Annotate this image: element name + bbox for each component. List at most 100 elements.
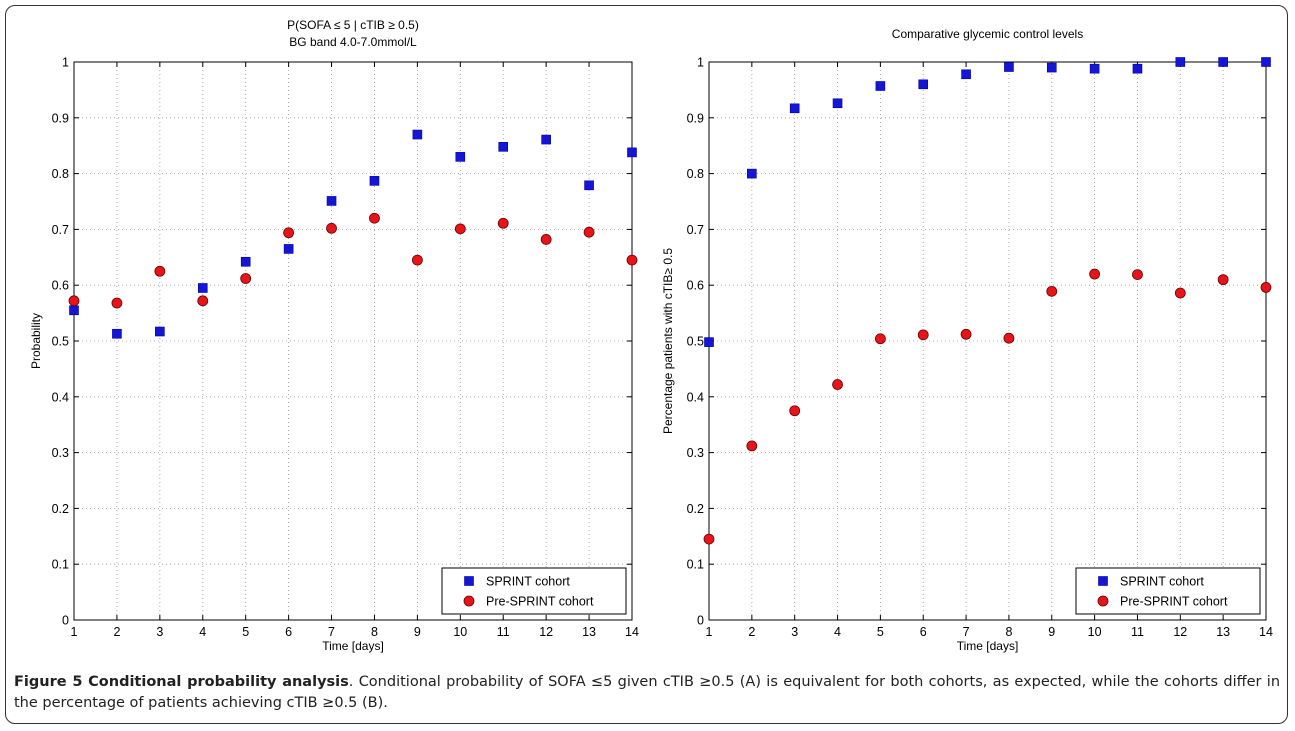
chart2-point-series2 bbox=[1260, 282, 1272, 293]
chart1-point-series1 bbox=[326, 196, 337, 206]
chart2-x-tick-label: 7 bbox=[963, 625, 970, 639]
chart2-point-series2 bbox=[789, 405, 801, 417]
chart2-point-series2 bbox=[1174, 287, 1186, 299]
chart1-x-tick-label: 5 bbox=[242, 625, 249, 639]
chart1-point-series2 bbox=[197, 295, 209, 307]
chart1-x-tick-label: 10 bbox=[453, 625, 467, 639]
chart1-title: P(SOFA ≤ 5 | cTIB ≥ 0.5) bbox=[287, 18, 419, 32]
chart2-point-series1 bbox=[832, 98, 843, 109]
chart1-x-tick-label: 6 bbox=[285, 625, 292, 639]
chart2-point-series2 bbox=[917, 329, 929, 341]
chart2-y-tick-label: 0.8 bbox=[687, 167, 704, 181]
chart1-point-series1 bbox=[541, 134, 551, 145]
chart2-point-series2 bbox=[832, 379, 843, 390]
chart1-point-series1 bbox=[369, 176, 380, 186]
caption-text: . Conditional probability of SOFA ≤5 giv… bbox=[14, 674, 1281, 711]
chart1-point-series2 bbox=[583, 226, 595, 238]
chart1-legend-marker bbox=[463, 595, 475, 607]
chart1-point-series1 bbox=[283, 244, 294, 254]
chart2-point-series2 bbox=[1089, 268, 1101, 280]
chart1-point-series2 bbox=[369, 212, 380, 224]
chart2-point-series1 bbox=[1218, 57, 1228, 67]
chart2-point-series1 bbox=[961, 69, 971, 80]
chart1-legend-label: Pre-SPRINT cohort bbox=[486, 595, 594, 609]
chart2-point-series1 bbox=[1261, 57, 1271, 67]
chart1-legend-label: SPRINT cohort bbox=[486, 575, 570, 589]
chart1-point-series1 bbox=[627, 147, 637, 158]
chart2-point-series1 bbox=[875, 81, 886, 91]
chart2-y-tick-label: 0 bbox=[697, 614, 704, 628]
chart2-x-tick-label: 9 bbox=[1048, 625, 1055, 639]
chart2-x-tick-label: 4 bbox=[834, 625, 841, 639]
chart2-point-series1 bbox=[1089, 63, 1100, 74]
chart1-x-tick-label: 8 bbox=[371, 625, 378, 639]
chart2-y-tick-label: 0.5 bbox=[687, 335, 704, 349]
chart1-point-series2 bbox=[497, 217, 509, 229]
chart2-legend-label: SPRINT cohort bbox=[1120, 575, 1204, 589]
chart2-point-series2 bbox=[874, 333, 886, 345]
chart1-y-tick-label: 0.1 bbox=[52, 558, 69, 572]
chart1-x-axis-label: Time [days] bbox=[322, 639, 384, 653]
chart2-x-tick-label: 1 bbox=[706, 625, 713, 639]
chart1-point-series2 bbox=[454, 223, 466, 235]
chart1-x-tick-label: 12 bbox=[539, 625, 553, 639]
chart2-x-axis-label: Time [days] bbox=[957, 639, 1019, 653]
chart2-y-tick-label: 0.2 bbox=[687, 502, 704, 516]
chart2-x-tick-label: 12 bbox=[1173, 625, 1187, 639]
chart2-x-tick-label: 3 bbox=[791, 625, 798, 639]
chart2-point-series2 bbox=[1217, 274, 1229, 286]
chart1-x-tick-label: 4 bbox=[199, 625, 206, 639]
chart2-legend-marker bbox=[1097, 595, 1109, 607]
chart2-y-tick-label: 0.4 bbox=[687, 390, 704, 404]
chart1-y-tick-label: 0.6 bbox=[52, 279, 69, 293]
chart1-y-tick-label: 0.3 bbox=[52, 446, 69, 460]
figure-caption: Figure 5 Conditional probability analysi… bbox=[14, 672, 1280, 714]
chart2-point-series2 bbox=[746, 440, 758, 452]
chart1-subtitle: BG band 4.0-7.0mmol/L bbox=[289, 35, 417, 49]
chart1-point-series1 bbox=[412, 129, 423, 140]
chart1-point-series2 bbox=[411, 254, 423, 266]
chart2-x-tick-label: 8 bbox=[1005, 625, 1012, 639]
chart1-y-tick-label: 1 bbox=[62, 56, 69, 70]
chart2-x-tick-label: 6 bbox=[920, 625, 927, 639]
chart2-point-series1 bbox=[789, 103, 800, 114]
chart1-y-tick-label: 0.8 bbox=[52, 167, 69, 181]
chart2-point-series1 bbox=[704, 337, 714, 347]
chart1-plot-area bbox=[73, 61, 633, 621]
chart2-point-series2 bbox=[1132, 269, 1143, 280]
figure-frame bbox=[5, 5, 1288, 724]
chart2-point-series2 bbox=[703, 533, 715, 545]
chart1-y-tick-label: 0.2 bbox=[52, 502, 69, 516]
chart2-x-tick-label: 11 bbox=[1131, 625, 1144, 639]
chart2-point-series2 bbox=[960, 328, 972, 340]
chart2-point-series2 bbox=[1046, 285, 1058, 297]
chart2-y-axis-label: Percentage patients with cTIB≥ 0.5 bbox=[661, 248, 675, 434]
chart1-point-series2 bbox=[540, 234, 552, 245]
chart1-y-tick-label: 0.9 bbox=[52, 111, 69, 125]
chart2-point-series1 bbox=[918, 79, 929, 90]
chart2-point-series1 bbox=[1004, 62, 1014, 72]
chart1-x-tick-label: 9 bbox=[414, 625, 421, 639]
chart2-legend-label: Pre-SPRINT cohort bbox=[1120, 595, 1228, 609]
chart1-point-series2 bbox=[111, 297, 123, 309]
chart2-x-tick-label: 10 bbox=[1088, 625, 1102, 639]
chart1-point-series1 bbox=[69, 305, 79, 316]
chart1-point-series1 bbox=[498, 142, 509, 152]
chart1-point-series2 bbox=[154, 265, 166, 277]
chart2-y-tick-label: 0.3 bbox=[687, 446, 704, 460]
chart1-y-tick-label: 0 bbox=[62, 614, 69, 628]
chart2-legend-marker bbox=[1098, 576, 1108, 586]
chart1-point-series1 bbox=[112, 328, 122, 339]
chart2-y-tick-label: 1 bbox=[697, 56, 704, 70]
chart2-point-series2 bbox=[1003, 332, 1015, 344]
chart1-point-series2 bbox=[626, 254, 638, 266]
chart1-legend bbox=[441, 567, 627, 615]
chart2-y-tick-label: 0.6 bbox=[687, 279, 704, 293]
chart2-point-series1 bbox=[1132, 63, 1143, 74]
chart1-y-tick-label: 0.7 bbox=[52, 223, 69, 237]
chart2-point-series1 bbox=[1175, 57, 1186, 67]
chart1-legend-marker bbox=[464, 576, 474, 586]
chart2-x-tick-label: 2 bbox=[748, 625, 755, 639]
chart1-x-tick-label: 3 bbox=[156, 625, 163, 639]
